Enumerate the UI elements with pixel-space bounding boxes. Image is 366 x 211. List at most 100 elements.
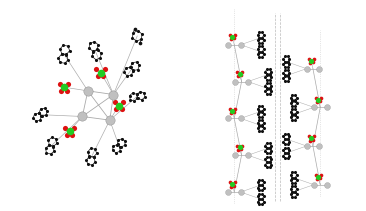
Point bbox=[316, 67, 322, 70]
Point bbox=[131, 99, 137, 103]
Point bbox=[292, 99, 298, 102]
Point bbox=[285, 137, 291, 141]
Point bbox=[290, 99, 295, 102]
Point bbox=[32, 112, 38, 116]
Point bbox=[307, 62, 313, 65]
Point bbox=[57, 47, 63, 51]
Point bbox=[83, 158, 89, 162]
Point bbox=[290, 93, 295, 97]
Point bbox=[39, 114, 45, 118]
Point bbox=[91, 155, 97, 158]
Point bbox=[65, 58, 71, 61]
Point bbox=[227, 107, 233, 110]
Point bbox=[281, 154, 287, 157]
Point bbox=[38, 107, 44, 111]
Point bbox=[259, 110, 265, 113]
Point bbox=[131, 69, 137, 72]
Point bbox=[288, 173, 294, 177]
Point bbox=[268, 90, 274, 93]
Point bbox=[134, 93, 139, 96]
Point bbox=[124, 74, 130, 77]
Point bbox=[294, 115, 299, 119]
Point bbox=[225, 190, 231, 194]
Point bbox=[119, 137, 125, 140]
Point bbox=[56, 56, 61, 60]
Point bbox=[268, 144, 274, 147]
Point bbox=[237, 72, 243, 76]
Point bbox=[130, 36, 135, 39]
Point bbox=[290, 104, 295, 107]
Point bbox=[257, 41, 262, 45]
Point bbox=[44, 110, 50, 113]
Point bbox=[318, 173, 324, 177]
Point bbox=[292, 195, 298, 199]
Point bbox=[239, 70, 245, 74]
Point bbox=[228, 111, 234, 115]
Point bbox=[120, 101, 126, 104]
Point bbox=[255, 107, 261, 110]
Point bbox=[259, 118, 265, 122]
Point bbox=[261, 112, 266, 116]
Point bbox=[228, 185, 234, 188]
Point bbox=[127, 98, 133, 101]
Point bbox=[110, 144, 116, 148]
Point bbox=[229, 109, 235, 112]
Point bbox=[88, 147, 94, 150]
Point bbox=[232, 80, 238, 83]
Point bbox=[259, 50, 265, 53]
Point bbox=[285, 151, 291, 155]
Point bbox=[264, 166, 270, 169]
Point bbox=[257, 123, 262, 127]
Point bbox=[259, 124, 265, 127]
Point bbox=[303, 67, 309, 70]
Point bbox=[286, 77, 292, 80]
Point bbox=[259, 45, 265, 48]
Point bbox=[262, 84, 268, 88]
Point bbox=[255, 126, 261, 130]
Point bbox=[266, 147, 272, 150]
Point bbox=[292, 113, 298, 116]
Point bbox=[132, 27, 138, 30]
Point bbox=[257, 197, 262, 201]
Point bbox=[91, 156, 97, 159]
Point bbox=[281, 140, 287, 143]
Point bbox=[282, 132, 288, 135]
Point bbox=[59, 52, 65, 55]
Point bbox=[282, 151, 288, 154]
Point bbox=[255, 33, 261, 37]
Point bbox=[264, 160, 270, 164]
Point bbox=[285, 74, 291, 77]
Point bbox=[257, 50, 262, 53]
Point bbox=[112, 101, 117, 104]
Point bbox=[262, 158, 268, 161]
Point bbox=[64, 133, 70, 137]
Point bbox=[257, 183, 262, 187]
Point bbox=[257, 36, 262, 40]
Point bbox=[294, 173, 299, 177]
Point bbox=[64, 53, 70, 56]
Point bbox=[285, 55, 291, 58]
Point bbox=[266, 152, 272, 155]
Point bbox=[257, 192, 262, 195]
Point bbox=[290, 190, 295, 193]
Point bbox=[266, 146, 272, 150]
Point bbox=[257, 115, 262, 118]
Point bbox=[141, 91, 147, 95]
Point bbox=[95, 43, 101, 46]
Point bbox=[90, 49, 96, 53]
Point bbox=[290, 195, 295, 199]
Point bbox=[268, 149, 274, 153]
Point bbox=[257, 129, 262, 132]
Point bbox=[264, 152, 270, 155]
Point bbox=[264, 87, 270, 90]
Point bbox=[281, 149, 287, 152]
Point bbox=[255, 186, 261, 189]
Point bbox=[58, 89, 64, 93]
Point bbox=[290, 99, 295, 102]
Point bbox=[282, 60, 288, 63]
Point bbox=[286, 135, 292, 138]
Point bbox=[285, 60, 291, 64]
Point bbox=[92, 160, 98, 163]
Point bbox=[290, 107, 295, 111]
Point bbox=[266, 73, 272, 76]
